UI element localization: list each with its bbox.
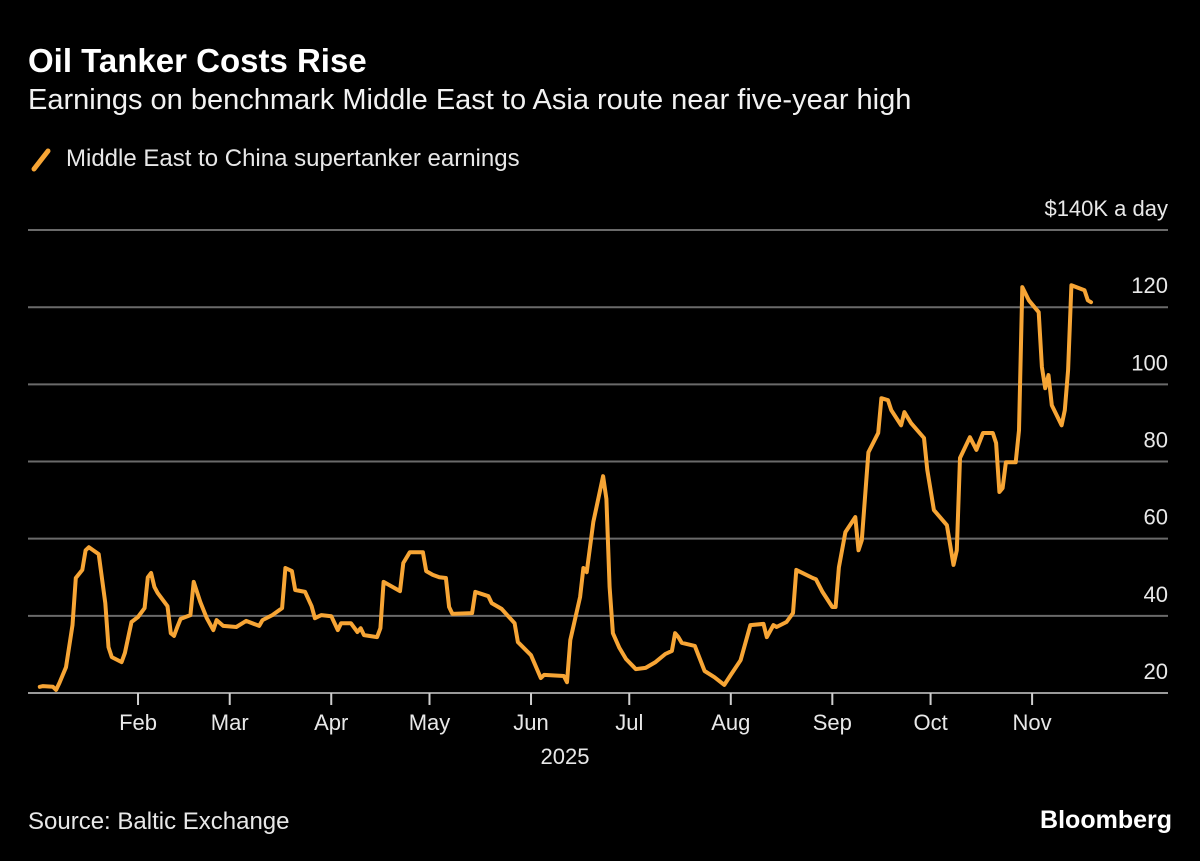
x-tick-label: Mar: [211, 710, 249, 735]
chart-subtitle: Earnings on benchmark Middle East to Asi…: [28, 84, 912, 116]
chart-title: Oil Tanker Costs Rise: [28, 42, 367, 79]
y-tick-label: 40: [1144, 582, 1168, 607]
x-tick-label: Aug: [711, 710, 750, 735]
x-year-label: 2025: [541, 744, 590, 769]
series-line-middle-east-china: [37, 283, 1093, 692]
y-tick-label: 80: [1144, 428, 1168, 453]
legend-swatch-icon: [31, 148, 51, 172]
bloomberg-logo: Bloomberg: [1040, 806, 1172, 834]
x-tick-label: Oct: [913, 710, 947, 735]
y-tick-label: 100: [1131, 350, 1168, 375]
legend: Middle East to China supertanker earning…: [30, 145, 520, 173]
x-tick-label: Feb: [119, 710, 157, 735]
x-tick-label: Sep: [813, 710, 852, 735]
x-tick-label: Jul: [615, 710, 643, 735]
x-tick-label: Apr: [314, 710, 348, 735]
x-tick-label: Nov: [1013, 710, 1052, 735]
x-tick-label: May: [409, 710, 451, 735]
source-note: Source: Baltic Exchange: [28, 808, 290, 835]
y-tick-label: 20: [1144, 659, 1168, 684]
y-tick-label: 60: [1144, 505, 1168, 530]
y-tick-label: $140K a day: [1044, 196, 1168, 221]
x-tick-label: Jun: [513, 710, 548, 735]
y-tick-label: 120: [1131, 273, 1168, 298]
legend-label: Middle East to China supertanker earning…: [66, 145, 520, 172]
